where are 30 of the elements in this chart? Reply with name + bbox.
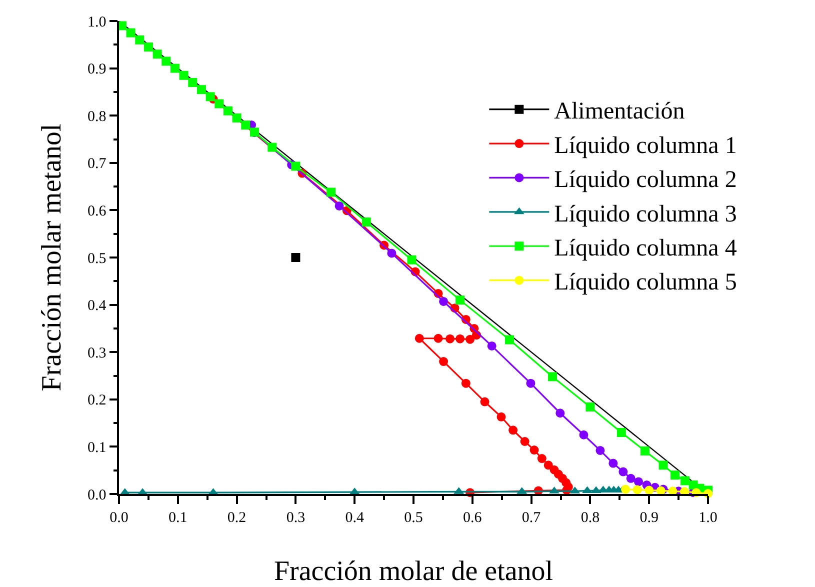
x-tick-label: 0.2 — [227, 510, 246, 526]
y-axis-title: Fracción molar metanol — [36, 124, 68, 392]
legend-label: Líquido columna 3 — [554, 201, 737, 228]
x-tick-label: 0.7 — [522, 510, 542, 526]
legend-label: Alimentación — [554, 98, 685, 125]
x-axis-title: Fracción molar de etanol — [274, 556, 554, 587]
y-tick-label: 0.1 — [88, 440, 106, 456]
y-tick-label: 0.3 — [88, 345, 106, 362]
y-tick-label: 0.5 — [88, 250, 106, 267]
y-tick-label: 0.0 — [88, 487, 106, 504]
x-tick-label: 0.9 — [640, 510, 658, 526]
x-tick-label: 0.0 — [110, 510, 128, 526]
x-tick-label: 0.4 — [345, 510, 364, 526]
y-tick-label: 0.9 — [88, 62, 106, 78]
x-tick-label: 0.6 — [463, 510, 482, 526]
legend-label: Líquido columna 5 — [554, 270, 737, 296]
y-tick-label: 0.2 — [88, 392, 106, 409]
y-tick-label: 0.8 — [88, 108, 106, 125]
y-tick-label: 0.6 — [88, 203, 107, 220]
legend-label: Líquido columna 4 — [554, 235, 737, 262]
legend-label: Líquido columna 2 — [554, 167, 737, 194]
x-tick-label: 1.0 — [698, 510, 718, 526]
y-tick-label: 1.0 — [88, 14, 106, 30]
legend-label: Líquido columna 1 — [554, 132, 737, 159]
x-tick-label: 0.1 — [168, 510, 188, 526]
x-tick-label: 0.5 — [404, 510, 423, 526]
x-tick-label: 0.3 — [286, 510, 306, 526]
x-tick-label: 0.8 — [580, 510, 600, 526]
y-tick-label: 0.4 — [88, 298, 107, 314]
y-tick-label: 0.7 — [88, 156, 107, 172]
